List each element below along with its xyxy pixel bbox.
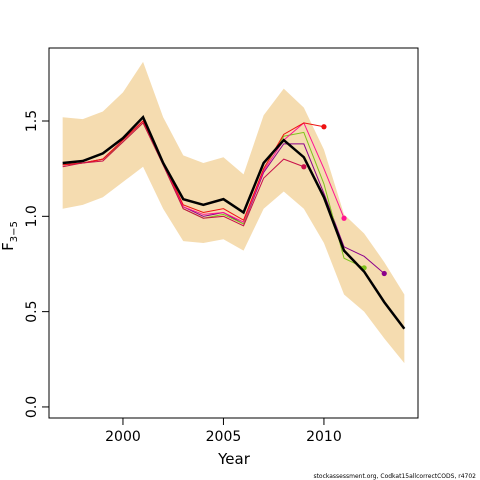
x-axis-label: Year: [217, 450, 251, 468]
footnote: stockassessment.org, Codkat15allcorrectC…: [313, 473, 476, 480]
end-point: [301, 164, 307, 170]
x-tick-label: 2005: [206, 429, 242, 445]
y-axis-label-main: F: [0, 242, 17, 251]
end-point: [321, 124, 327, 130]
retro-line: [62, 120, 325, 221]
confidence-band: [62, 61, 405, 364]
main-line: [62, 114, 406, 330]
plot-frame: [48, 47, 419, 419]
y-tick-label: 0.0: [24, 396, 40, 418]
x-tick-label: 2010: [306, 429, 342, 445]
retro-line: [62, 122, 365, 269]
x-tick-label: 2000: [105, 429, 141, 445]
end-point: [341, 215, 347, 221]
end-point: [381, 270, 387, 277]
y-axis-label-group: F3−5: [0, 221, 20, 251]
y-axis-label: F3−5: [0, 221, 20, 251]
y-tick-label: 1.0: [24, 205, 40, 227]
y-tick-label: 1.5: [24, 110, 40, 132]
y-tick-label: 0.5: [24, 300, 40, 322]
retro-line: [62, 122, 305, 227]
y-axis-label-sub: 3−5: [9, 221, 20, 242]
